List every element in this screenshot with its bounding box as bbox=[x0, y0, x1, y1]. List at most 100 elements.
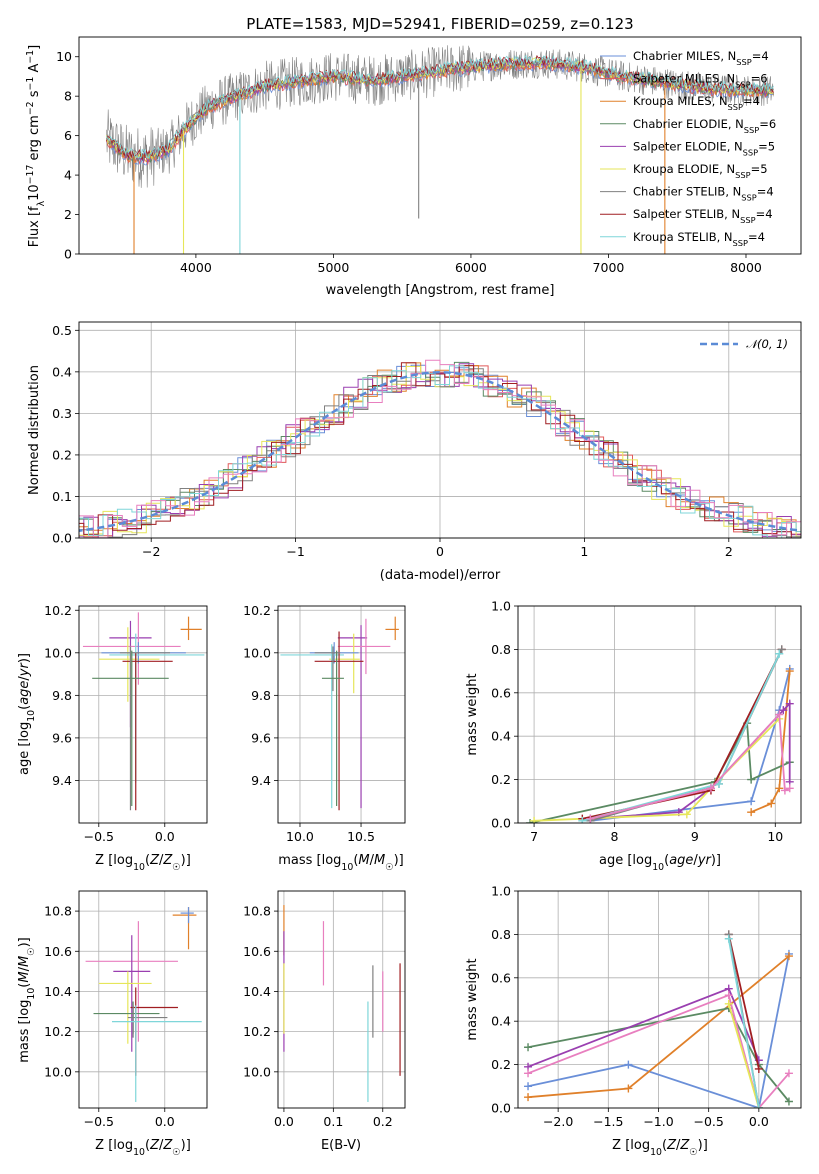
y-tick-label: 10.2 bbox=[243, 1024, 271, 1039]
grid-age_vs_mass bbox=[278, 606, 405, 823]
mass-weight-line bbox=[727, 938, 760, 1108]
data-point-marker bbox=[624, 1060, 633, 1069]
y-tick-label: 1.0 bbox=[491, 599, 511, 614]
legend-label: Salpeter ELODIE, NSSP=5 bbox=[633, 139, 775, 157]
y-tick-label: 9.4 bbox=[251, 773, 271, 788]
x-tick-label: −1.0 bbox=[643, 1114, 673, 1129]
y-tick-label: 0.2 bbox=[52, 447, 72, 462]
data-point-marker bbox=[784, 1069, 793, 1078]
y-tick-label: 2 bbox=[64, 207, 72, 222]
x-axis-label: Z [log10(Z/Z☉)] bbox=[612, 1138, 708, 1158]
y-axis-label: Flux [fλ10−17 erg cm−2 s−1 A−1] bbox=[25, 45, 47, 247]
data-point-marker bbox=[682, 810, 691, 819]
legend-label: Chabrier ELODIE, NSSP=6 bbox=[633, 117, 776, 135]
data-point-marker bbox=[785, 699, 794, 708]
y-tick-label: 0 bbox=[64, 247, 72, 262]
axes-frame bbox=[78, 321, 802, 539]
axes-mass_weight_vs_age: 7 8 9 10 0.0 0.2 0.4 0.6 0.8 1.0 mass weight age [l… bbox=[465, 599, 802, 873]
x-tick-label: 7 bbox=[530, 829, 538, 844]
data-point-marker bbox=[724, 934, 733, 943]
legend-label: Kroupa ELODIE, NSSP=5 bbox=[633, 162, 768, 180]
y-tick-label: 10.2 bbox=[44, 1024, 72, 1039]
x-tick-label: 7000 bbox=[593, 260, 625, 275]
y-tick-label: 9.4 bbox=[52, 773, 72, 788]
x-tick-label: 8 bbox=[611, 829, 619, 844]
gaussian-reference-curve bbox=[79, 371, 801, 532]
data-point-marker bbox=[747, 797, 756, 806]
mass-weight-line bbox=[534, 718, 780, 822]
x-tick-label: 0.0 bbox=[155, 829, 175, 844]
data-point-marker bbox=[706, 784, 715, 793]
x-axis-label: Z [log10(Z/Z☉)] bbox=[95, 853, 191, 873]
data-point-marker bbox=[524, 1043, 533, 1052]
plot-spectrum bbox=[106, 45, 774, 254]
x-tick-label: 4000 bbox=[180, 260, 212, 275]
x-tick-label: 10.0 bbox=[286, 829, 314, 844]
x-tick-label: 0.0 bbox=[274, 1114, 294, 1129]
legend-label: Kroupa STELIB, NSSP=4 bbox=[633, 230, 765, 248]
y-tick-label: 0.6 bbox=[491, 685, 511, 700]
x-axis-label: Z [log10(Z/Z☉)] bbox=[95, 1138, 191, 1158]
axes-frame bbox=[517, 890, 802, 1109]
ticks-mass_weight_vs_Z: −2.0 −1.5 −1.0 −0.5 0.0 0.0 0.2 0.4 0.6 0.8 1.0 bbox=[491, 884, 769, 1130]
plot-mass_weight_vs_Z bbox=[524, 930, 793, 1108]
ticks-age_vs_mass: 10.0 10.5 9.4 9.6 9.8 10.0 10.2 bbox=[243, 603, 375, 844]
x-tick-label: −2 bbox=[142, 544, 160, 559]
y-tick-label: 10.8 bbox=[44, 904, 72, 919]
legend-label: 𝒩(0, 1) bbox=[746, 337, 788, 351]
y-tick-label: 0.0 bbox=[52, 531, 72, 546]
x-axis-label: wavelength [Angstrom, rest frame] bbox=[326, 283, 555, 298]
axes-age_vs_mass: 10.0 10.5 9.4 9.6 9.8 10.0 10.2 mass [log10(M/M… bbox=[243, 603, 406, 873]
y-tick-label: 0.6 bbox=[491, 970, 511, 985]
y-axis-label: mass weight bbox=[465, 958, 480, 1040]
x-tick-label: −1.5 bbox=[593, 1114, 623, 1129]
data-point-marker bbox=[777, 645, 786, 654]
mass-weight-line bbox=[727, 1003, 760, 1108]
y-tick-label: 10 bbox=[56, 49, 72, 64]
data-point-marker bbox=[767, 799, 776, 808]
x-axis-label: mass [log10(M/M☉)] bbox=[278, 853, 404, 873]
plot-age_vs_mass bbox=[280, 616, 399, 811]
data-point-marker bbox=[747, 808, 756, 817]
y-tick-label: 10.2 bbox=[243, 603, 271, 618]
y-tick-label: 10.6 bbox=[243, 944, 271, 959]
data-point-marker bbox=[524, 1069, 533, 1078]
y-tick-label: 0.4 bbox=[491, 729, 511, 744]
histogram-step bbox=[79, 362, 801, 538]
data-point-marker bbox=[780, 786, 789, 795]
spectrum-model-line bbox=[106, 54, 774, 159]
legend-label: Chabrier STELIB, NSSP=4 bbox=[633, 185, 774, 203]
y-tick-label: 0.0 bbox=[491, 816, 511, 831]
y-tick-label: 0.4 bbox=[491, 1014, 511, 1029]
x-axis-label: E(B-V) bbox=[321, 1138, 361, 1153]
y-tick-label: 1.0 bbox=[491, 884, 511, 899]
y-tick-label: 10.8 bbox=[243, 904, 271, 919]
histogram-step bbox=[79, 363, 801, 538]
y-axis-label: mass [log10(M/M☉)] bbox=[17, 937, 37, 1063]
ticks-spectrum: 4000 5000 6000 7000 8000 0 2 4 6 8 10 bbox=[56, 49, 762, 275]
x-tick-label: 1 bbox=[580, 544, 588, 559]
y-tick-label: 0.8 bbox=[491, 642, 511, 657]
y-tick-label: 10.0 bbox=[44, 645, 72, 660]
data-point-marker bbox=[586, 814, 595, 823]
x-tick-label: 8000 bbox=[730, 260, 762, 275]
plot-residuals bbox=[79, 359, 801, 538]
axes-frame bbox=[277, 890, 406, 1109]
data-point-marker bbox=[526, 819, 535, 823]
y-tick-label: 10.4 bbox=[44, 984, 72, 999]
data-point-marker bbox=[779, 706, 788, 715]
mass-weight-line bbox=[750, 671, 791, 813]
axes-frame bbox=[277, 605, 406, 824]
data-point-marker bbox=[724, 999, 733, 1008]
data-point-marker bbox=[530, 816, 539, 823]
legend-label: Salpeter MILES, NSSP=6 bbox=[633, 72, 768, 90]
x-tick-label: −0.5 bbox=[84, 829, 114, 844]
y-tick-label: 9.6 bbox=[251, 730, 271, 745]
x-tick-label: −0.5 bbox=[84, 1114, 114, 1129]
legend-label: Kroupa MILES, NSSP=4 bbox=[633, 94, 760, 112]
histogram-step bbox=[79, 359, 801, 538]
x-tick-label: 0.1 bbox=[323, 1114, 343, 1129]
axes-mass_weight_vs_Z: −2.0 −1.5 −1.0 −0.5 0.0 0.0 0.2 0.4 0.6 0.8 1.0 mas… bbox=[465, 884, 802, 1158]
y-tick-label: 0.4 bbox=[52, 364, 72, 379]
x-tick-label: 10.5 bbox=[347, 829, 375, 844]
